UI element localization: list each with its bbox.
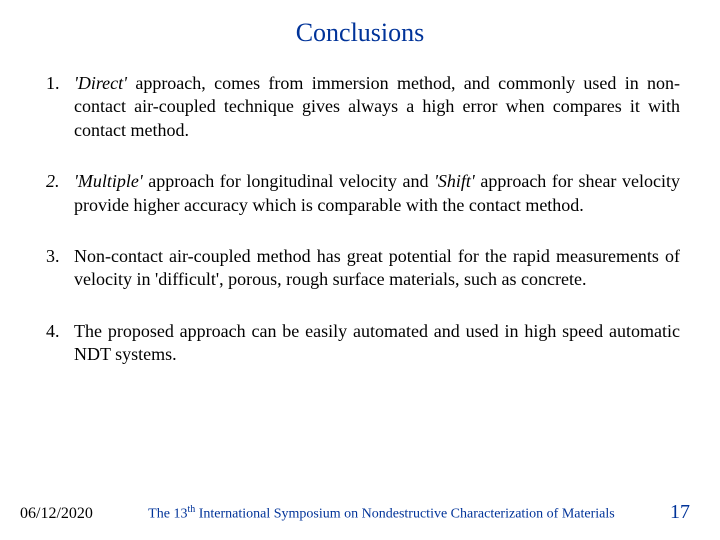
footer-page-number: 17 (670, 501, 690, 524)
text-run: 'Direct' (74, 73, 127, 93)
item-content: Non-contact air-coupled method has great… (74, 245, 680, 292)
footer-caption-suffix: International Symposium on Nondestructiv… (195, 507, 615, 522)
item-number: 4. (46, 320, 74, 367)
footer-date: 06/12/2020 (20, 505, 93, 523)
item-content: The proposed approach can be easily auto… (74, 320, 680, 367)
item-content: 'Multiple' approach for longitudinal vel… (74, 170, 680, 217)
footer-caption-prefix: The 13 (148, 507, 187, 522)
text-run: Non-contact air-coupled method has great… (74, 246, 680, 289)
text-run: 'Multiple' (74, 171, 143, 191)
item-number: 2. (46, 170, 74, 217)
list-item: 3.Non-contact air-coupled method has gre… (46, 245, 680, 292)
slide-container: Conclusions 1.'Direct' approach, comes f… (0, 0, 720, 540)
text-run: 'Shift' (434, 171, 475, 191)
footer: 06/12/2020 The 13th International Sympos… (0, 501, 720, 524)
text-run: approach for longitudinal velocity and (143, 171, 434, 191)
list-item: 1.'Direct' approach, comes from immersio… (46, 72, 680, 142)
item-number: 1. (46, 72, 74, 142)
item-content: 'Direct' approach, comes from immersion … (74, 72, 680, 142)
conclusions-list: 1.'Direct' approach, comes from immersio… (40, 72, 680, 367)
text-run: approach, comes from immersion method, a… (74, 73, 680, 140)
list-item: 2.'Multiple' approach for longitudinal v… (46, 170, 680, 217)
slide-title: Conclusions (40, 18, 680, 48)
footer-caption: The 13th International Symposium on Nond… (93, 504, 670, 523)
list-item: 4.The proposed approach can be easily au… (46, 320, 680, 367)
text-run: The proposed approach can be easily auto… (74, 321, 680, 364)
item-number: 3. (46, 245, 74, 292)
